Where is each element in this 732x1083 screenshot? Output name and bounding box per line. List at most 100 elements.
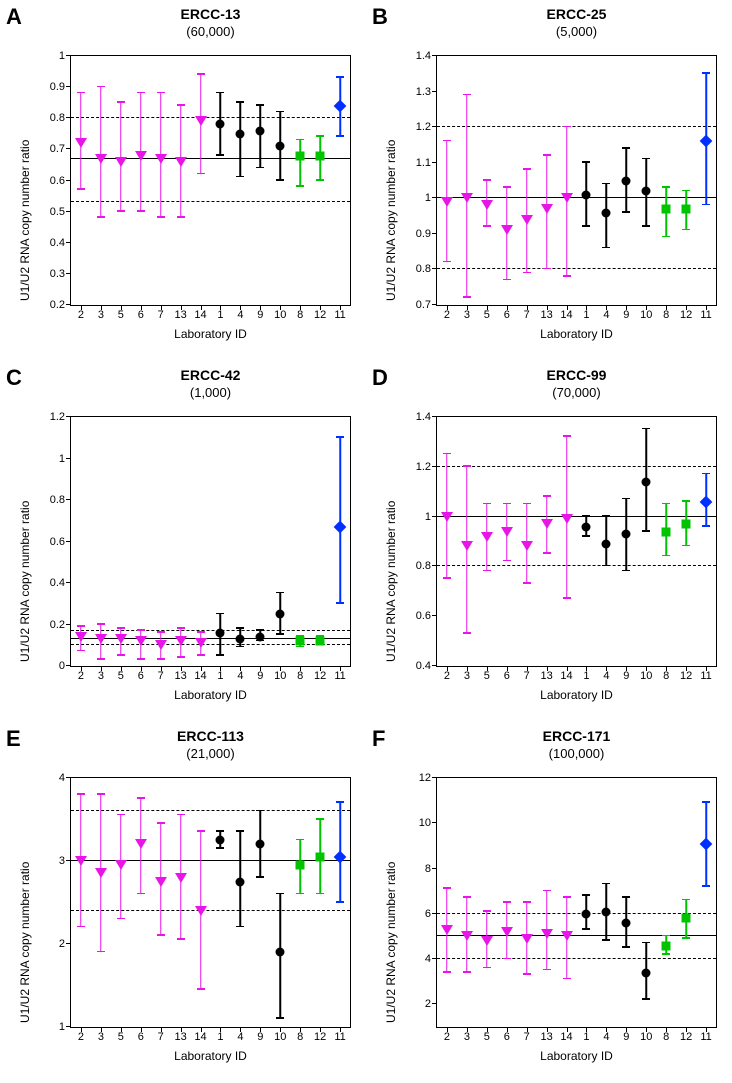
x-tick-label: 10 <box>640 305 652 321</box>
x-tick-label: 8 <box>663 1027 669 1043</box>
data-point <box>155 640 167 650</box>
plot-area: 00.20.40.60.811.22356713141491081211 <box>70 416 351 667</box>
x-axis-label: Laboratory ID <box>70 1049 351 1063</box>
x-tick-label: 2 <box>78 1027 84 1043</box>
data-point <box>642 187 651 196</box>
x-tick-label: 7 <box>158 1027 164 1043</box>
panel-letter: D <box>372 365 388 391</box>
x-tick-label: 2 <box>78 666 84 682</box>
x-axis-label: Laboratory ID <box>436 688 717 702</box>
x-tick-label: 8 <box>297 305 303 321</box>
panel-title: ERCC-99 <box>436 367 717 383</box>
data-point <box>501 927 513 937</box>
x-tick-label: 1 <box>217 305 223 321</box>
y-tick-label: 0.4 <box>50 237 71 249</box>
y-tick-label: 0 <box>59 660 71 672</box>
panel-subtitle: (70,000) <box>436 385 717 400</box>
y-tick-label: 1.4 <box>416 50 437 62</box>
x-tick-label: 9 <box>623 666 629 682</box>
x-tick-label: 1 <box>583 666 589 682</box>
data-point <box>75 138 87 148</box>
data-point <box>296 637 305 646</box>
data-point <box>622 530 631 539</box>
data-point <box>155 154 167 164</box>
x-tick-label: 4 <box>237 1027 243 1043</box>
data-point <box>115 157 127 167</box>
x-tick-label: 9 <box>623 1027 629 1043</box>
y-axis-label: U1/U2 RNA copy number ratio <box>384 862 398 1023</box>
y-tick-label: 1.2 <box>416 461 437 473</box>
x-tick-label: 10 <box>640 666 652 682</box>
data-point <box>481 200 493 210</box>
data-point <box>541 204 553 214</box>
x-tick-label: 6 <box>504 1027 510 1043</box>
data-point <box>296 151 305 160</box>
data-point <box>561 193 573 203</box>
x-tick-label: 12 <box>680 1027 692 1043</box>
y-tick-label: 0.2 <box>50 619 71 631</box>
data-point <box>334 521 347 534</box>
y-tick-label: 4 <box>425 953 437 965</box>
data-point <box>642 968 651 977</box>
x-tick-label: 5 <box>118 1027 124 1043</box>
y-tick-label: 10 <box>419 817 437 829</box>
x-tick-label: 1 <box>583 305 589 321</box>
data-point <box>195 906 207 916</box>
x-tick-label: 14 <box>194 1027 206 1043</box>
panel-title: ERCC-13 <box>70 6 351 22</box>
plot-area: 0.40.60.811.21.42356713141491081211 <box>436 416 717 667</box>
x-tick-label: 12 <box>314 666 326 682</box>
data-point <box>541 519 553 529</box>
data-point <box>216 836 225 845</box>
y-tick-label: 6 <box>425 908 437 920</box>
x-tick-label: 14 <box>194 666 206 682</box>
panel-letter: F <box>372 726 385 752</box>
x-tick-label: 10 <box>274 1027 286 1043</box>
panel-D: D ERCC-99 (70,000) 0.40.60.811.21.423567131… <box>366 361 732 722</box>
x-axis-label: Laboratory ID <box>436 1049 717 1063</box>
y-tick-label: 12 <box>419 772 437 784</box>
y-tick-label: 0.9 <box>50 81 71 93</box>
x-tick-label: 5 <box>118 305 124 321</box>
panel-subtitle: (60,000) <box>70 24 351 39</box>
data-point <box>316 852 325 861</box>
data-point <box>602 907 611 916</box>
x-tick-label: 3 <box>98 305 104 321</box>
x-tick-label: 13 <box>540 666 552 682</box>
data-point <box>175 636 187 646</box>
plot-area: 0.20.30.40.50.60.70.80.91235671314149108… <box>70 55 351 306</box>
x-tick-label: 11 <box>334 1027 345 1043</box>
x-tick-label: 12 <box>680 666 692 682</box>
data-point <box>276 610 285 619</box>
x-tick-label: 7 <box>524 305 530 321</box>
y-tick-label: 0.5 <box>50 206 71 218</box>
data-point <box>276 948 285 957</box>
data-point <box>481 936 493 946</box>
x-tick-label: 4 <box>237 305 243 321</box>
data-point <box>582 522 591 531</box>
x-tick-label: 7 <box>158 666 164 682</box>
data-point <box>662 204 671 213</box>
data-point <box>95 154 107 164</box>
x-tick-label: 4 <box>603 305 609 321</box>
x-tick-label: 6 <box>138 1027 144 1043</box>
x-tick-label: 2 <box>444 305 450 321</box>
panel-subtitle: (1,000) <box>70 385 351 400</box>
y-tick-label: 0.8 <box>416 560 437 572</box>
x-tick-label: 3 <box>464 1027 470 1043</box>
panel-subtitle: (5,000) <box>436 24 717 39</box>
y-tick-label: 0.2 <box>50 299 71 311</box>
data-point <box>662 527 671 536</box>
y-axis-label: U1/U2 RNA copy number ratio <box>18 501 32 662</box>
x-tick-label: 3 <box>98 1027 104 1043</box>
figure-grid: AERCC-13(60,000)0.20.30.40.50.60.70.80.9… <box>0 0 732 1083</box>
y-tick-label: 1.1 <box>416 157 437 169</box>
data-point <box>135 151 147 161</box>
data-point <box>582 190 591 199</box>
x-axis-label: Laboratory ID <box>70 327 351 341</box>
panel-F: FERCC-171(100,000)2468101223567131414910… <box>366 722 732 1083</box>
data-point <box>334 99 347 112</box>
x-tick-label: 13 <box>174 305 186 321</box>
x-tick-label: 1 <box>217 666 223 682</box>
data-point <box>334 850 347 863</box>
